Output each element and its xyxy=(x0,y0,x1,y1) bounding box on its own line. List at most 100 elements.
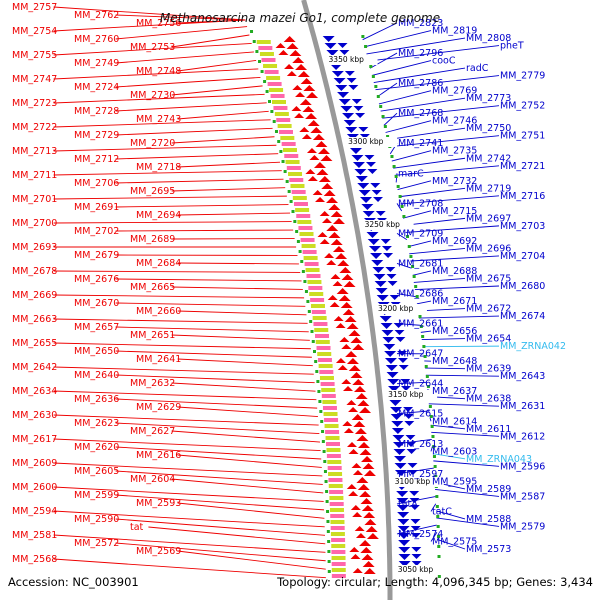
gene-label-left: MM_2663 xyxy=(12,314,57,325)
forward-gene-arrow xyxy=(337,365,348,370)
tick-mark xyxy=(298,250,302,253)
feature-box xyxy=(328,472,343,476)
gene-label-left: MM_2689 xyxy=(130,234,175,245)
gene-label-right: MM_2680 xyxy=(500,281,545,292)
reverse-gene-arrow xyxy=(375,288,388,294)
tick-mark xyxy=(424,365,428,368)
reverse-gene-arrow xyxy=(371,190,382,195)
tick-mark xyxy=(311,340,315,343)
feature-box xyxy=(281,142,296,146)
forward-gene-arrow xyxy=(302,106,315,112)
forward-gene-arrow xyxy=(349,547,360,552)
forward-gene-arrow xyxy=(346,400,357,405)
tick-mark xyxy=(285,180,289,183)
tick-mark xyxy=(437,575,441,578)
forward-gene-arrow xyxy=(320,155,333,161)
reverse-gene-arrow xyxy=(380,323,393,329)
tick-mark xyxy=(423,355,427,358)
gene-label-right: MM_ZRNA043 xyxy=(466,454,532,465)
leader-line xyxy=(368,45,500,62)
leader-line xyxy=(177,550,326,570)
gene-label-left: MM_2749 xyxy=(74,58,119,69)
leader-line xyxy=(433,460,500,467)
reverse-gene-arrow xyxy=(331,71,344,77)
leader-line xyxy=(171,382,316,392)
tick-mark xyxy=(301,270,305,273)
forward-gene-arrow xyxy=(318,176,331,182)
gene-label-left: MM_2747 xyxy=(12,74,57,85)
gene-label-left: MM_2641 xyxy=(136,354,181,365)
leader-line xyxy=(430,446,433,452)
gene-label-right: MM_2587 xyxy=(500,491,545,502)
feature-box xyxy=(272,100,286,104)
reverse-gene-arrow xyxy=(403,414,414,419)
scale-label-bg xyxy=(374,304,427,314)
reverse-gene-arrow xyxy=(401,386,412,391)
gene-label-left: MM_2572 xyxy=(74,538,119,549)
reverse-gene-arrow xyxy=(373,274,386,280)
reverse-gene-arrow xyxy=(326,50,339,56)
gene-label-right: MM_2661 xyxy=(398,319,443,330)
reverse-gene-arrow xyxy=(365,162,376,167)
forward-gene-arrow xyxy=(352,568,363,573)
forward-gene-arrow xyxy=(299,127,310,132)
feature-box xyxy=(278,130,293,134)
leader-line xyxy=(396,203,403,212)
forward-gene-arrow xyxy=(348,491,359,496)
scale-label: 3050 kbp xyxy=(398,565,434,574)
leader-line xyxy=(53,438,321,451)
reverse-gene-arrow xyxy=(398,540,411,546)
feature-box xyxy=(291,190,306,194)
gene-label-left: MM_2593 xyxy=(136,498,181,509)
tick-mark xyxy=(263,80,267,83)
gene-label-right: MM_2574 xyxy=(398,529,443,540)
reverse-gene-arrow xyxy=(348,85,359,90)
forward-gene-arrow xyxy=(352,379,365,385)
tick-mark xyxy=(258,60,262,63)
forward-gene-arrow xyxy=(335,323,346,328)
forward-gene-arrow xyxy=(337,260,350,266)
feature-box xyxy=(317,358,332,362)
tick-mark xyxy=(314,360,318,363)
feature-box xyxy=(330,532,345,536)
feature-box xyxy=(319,376,334,380)
feature-box xyxy=(317,352,332,356)
feature-box xyxy=(331,538,346,542)
tick-mark xyxy=(402,215,406,218)
gene-label-left: MM_2665 xyxy=(130,282,175,293)
leader-line xyxy=(53,366,314,375)
forward-gene-arrow xyxy=(361,505,374,511)
gene-label-right: MM_2716 xyxy=(500,191,545,202)
gene-label-left: MM_2760 xyxy=(74,34,119,45)
scale-label: 3150 kbp xyxy=(388,390,424,399)
gene-label-right: MM_2613 xyxy=(398,439,443,450)
forward-gene-arrow xyxy=(350,505,361,510)
reverse-gene-arrow xyxy=(398,554,411,560)
gene-label-right: MM_2709 xyxy=(398,228,443,239)
forward-gene-arrow xyxy=(359,491,372,497)
tick-mark xyxy=(407,245,411,248)
gene-label-right: MM_2697 xyxy=(466,213,511,224)
tick-mark xyxy=(327,550,331,553)
forward-gene-arrow xyxy=(319,211,330,216)
reverse-gene-arrow xyxy=(392,435,405,441)
tick-mark xyxy=(327,570,331,573)
feature-box xyxy=(302,250,317,254)
gene-label-left: MM_2695 xyxy=(130,186,175,197)
reverse-gene-arrow xyxy=(397,526,410,532)
feature-box xyxy=(277,124,292,128)
feature-box xyxy=(331,550,346,554)
leader-line xyxy=(53,558,326,579)
forward-gene-arrow xyxy=(355,533,366,538)
tick-mark xyxy=(323,470,327,473)
leader-line xyxy=(387,127,466,141)
gene-label-right: MM_2637 xyxy=(432,386,477,397)
leader-line xyxy=(177,310,307,316)
tick-mark xyxy=(277,140,281,143)
leader-line xyxy=(362,22,398,41)
reverse-gene-arrow xyxy=(344,71,355,76)
feature-box xyxy=(330,520,345,524)
reverse-gene-arrow xyxy=(339,50,350,55)
reverse-gene-arrow xyxy=(410,533,421,538)
leader-line xyxy=(435,488,500,497)
